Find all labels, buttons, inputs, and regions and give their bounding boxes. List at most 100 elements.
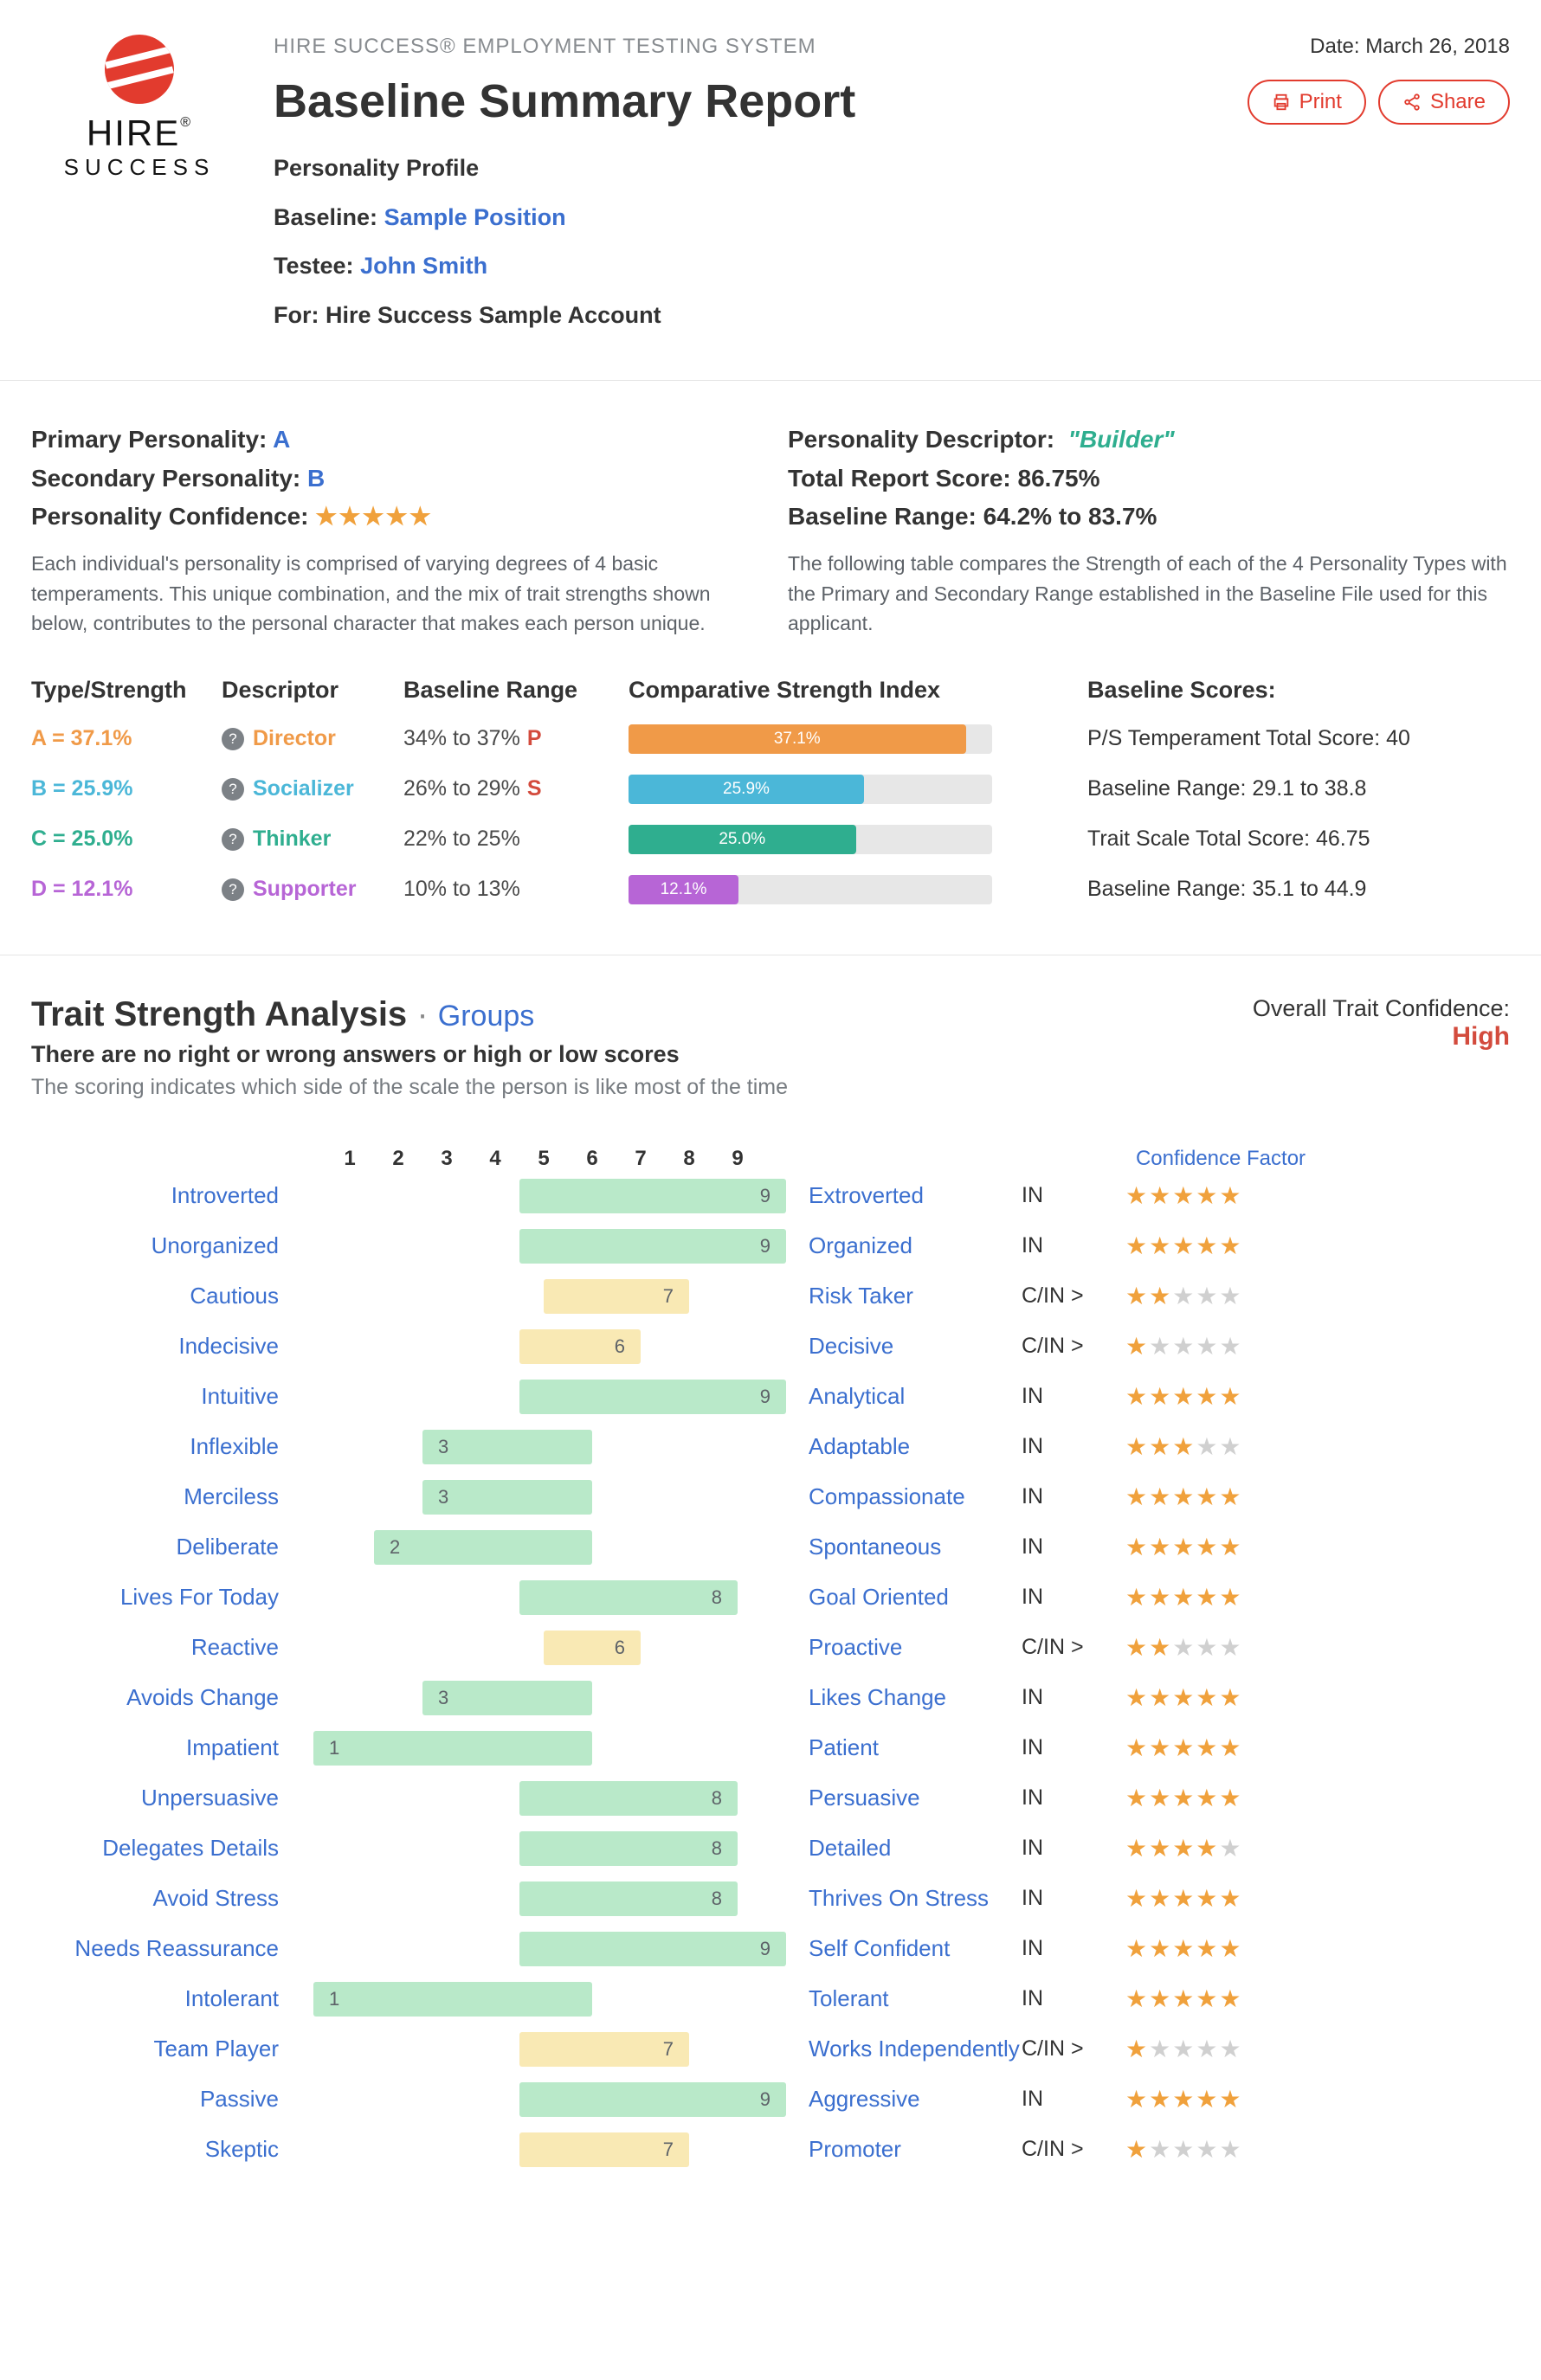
trait-row: Indecisive6DecisiveC/IN >★★★★★ xyxy=(31,1322,1510,1372)
trait-scale: 9 xyxy=(326,1377,762,1417)
trait-right: Likes Change xyxy=(796,1684,1022,1711)
descriptor-value: "Builder" xyxy=(1068,426,1175,453)
conf-label: Overall Trait Confidence: xyxy=(1253,995,1510,1022)
type-descriptor: ? Socializer xyxy=(222,766,395,812)
baseline-score: Trait Scale Total Score: 46.75 xyxy=(1087,816,1510,862)
trait-row: Deliberate2SpontaneousIN★★★★★ xyxy=(31,1522,1510,1573)
trait-left: Delegates Details xyxy=(31,1835,291,1862)
range-label: Baseline Range: xyxy=(788,503,977,530)
trait-left: Needs Reassurance xyxy=(31,1935,291,1962)
trait-right: Adaptable xyxy=(796,1433,1022,1460)
trait-left: Lives For Today xyxy=(31,1584,291,1611)
trait-status: C/IN > xyxy=(1022,2036,1125,2062)
trait-scale: 3 xyxy=(326,1477,762,1517)
trait-right: Promoter xyxy=(796,2136,1022,2163)
type-strength: C = 25.0% xyxy=(31,816,213,862)
testee-link[interactable]: John Smith xyxy=(360,253,487,279)
trait-status: IN xyxy=(1022,1384,1125,1409)
scale-tick: 2 xyxy=(374,1147,422,1171)
trait-stars: ★★★★★ xyxy=(1125,1282,1316,1310)
range-value: 64.2% to 83.7% xyxy=(983,503,1157,530)
baseline-link[interactable]: Sample Position xyxy=(384,204,566,230)
help-icon[interactable]: ? xyxy=(222,778,244,801)
help-icon[interactable]: ? xyxy=(222,728,244,750)
trait-right: Decisive xyxy=(796,1333,1022,1360)
trait-stars: ★★★★★ xyxy=(1125,1734,1316,1762)
share-label: Share xyxy=(1430,90,1486,114)
type-descriptor: ? Thinker xyxy=(222,816,395,862)
descriptor-label: Personality Descriptor: xyxy=(788,426,1054,453)
trait-status: IN xyxy=(1022,1735,1125,1760)
share-icon xyxy=(1402,93,1422,112)
trait-scale: 2 xyxy=(326,1528,762,1567)
trait-scale: 9 xyxy=(326,1929,762,1969)
trait-row: Intolerant1TolerantIN★★★★★ xyxy=(31,1974,1510,2024)
trait-scale: 9 xyxy=(326,1226,762,1266)
trait-scale: 7 xyxy=(326,2130,762,2170)
baseline-score: Baseline Range: 29.1 to 38.8 xyxy=(1087,766,1510,812)
type-table: Type/Strength Descriptor Baseline Range … xyxy=(31,677,1510,915)
trait-stars: ★★★★★ xyxy=(1125,1232,1316,1260)
trait-right: Analytical xyxy=(796,1383,1022,1410)
type-descriptor: ? Director xyxy=(222,716,395,762)
for-label: For: xyxy=(274,302,319,328)
baseline-score: P/S Temperament Total Score: 40 xyxy=(1087,716,1510,762)
trait-right: Spontaneous xyxy=(796,1534,1022,1560)
scale-tick: 1 xyxy=(326,1147,374,1171)
share-button[interactable]: Share xyxy=(1378,80,1510,125)
trait-right: Extroverted xyxy=(796,1182,1022,1209)
baseline-label: Baseline: xyxy=(274,204,377,230)
trait-left: Indecisive xyxy=(31,1333,291,1360)
trait-left: Unorganized xyxy=(31,1232,291,1259)
trait-row: Intuitive9AnalyticalIN★★★★★ xyxy=(31,1372,1510,1422)
help-icon[interactable]: ? xyxy=(222,828,244,851)
trait-scale: 1 xyxy=(326,1728,762,1768)
trait-row: Team Player7Works IndependentlyC/IN >★★★… xyxy=(31,2024,1510,2074)
score-label: Total Report Score: xyxy=(788,465,1011,492)
page-title: Baseline Summary Report xyxy=(274,74,1222,128)
print-button[interactable]: Print xyxy=(1248,80,1366,125)
tsa-title: Trait Strength Analysis · Groups xyxy=(31,995,788,1034)
trait-scale: 7 xyxy=(326,2029,762,2069)
trait-row: Needs Reassurance9Self ConfidentIN★★★★★ xyxy=(31,1924,1510,1974)
type-strength: A = 37.1% xyxy=(31,716,213,762)
th-desc: Descriptor xyxy=(222,677,395,714)
trait-row: Delegates Details8DetailedIN★★★★★ xyxy=(31,1824,1510,1874)
testee-label: Testee: xyxy=(274,253,354,279)
trait-stars: ★★★★★ xyxy=(1125,1382,1316,1411)
trait-status: IN xyxy=(1022,1936,1125,1961)
trait-status: IN xyxy=(1022,1534,1125,1560)
type-range: 22% to 25% xyxy=(403,816,620,862)
trait-right: Detailed xyxy=(796,1835,1022,1862)
trait-stars: ★★★★★ xyxy=(1125,1683,1316,1712)
trait-left: Avoid Stress xyxy=(31,1885,291,1912)
trait-scale: 6 xyxy=(326,1628,762,1668)
trait-row: Impatient1PatientIN★★★★★ xyxy=(31,1723,1510,1773)
trait-right: Persuasive xyxy=(796,1785,1022,1811)
logo-subtext: SUCCESS xyxy=(31,154,248,181)
print-label: Print xyxy=(1299,90,1342,114)
trait-scale: 9 xyxy=(326,1176,762,1216)
trait-right: Risk Taker xyxy=(796,1283,1022,1309)
trait-row: Avoids Change3Likes ChangeIN★★★★★ xyxy=(31,1673,1510,1723)
trait-scale: 8 xyxy=(326,1578,762,1618)
trait-right: Goal Oriented xyxy=(796,1584,1022,1611)
trait-right: Proactive xyxy=(796,1634,1022,1661)
groups-link[interactable]: Groups xyxy=(438,1000,535,1032)
th-csi: Comparative Strength Index xyxy=(629,677,1079,714)
subtitle: Personality Profile xyxy=(274,144,1222,193)
trait-stars: ★★★★★ xyxy=(1125,1583,1316,1611)
help-icon[interactable]: ? xyxy=(222,878,244,901)
trait-status: IN xyxy=(1022,1434,1125,1459)
trait-left: Unpersuasive xyxy=(31,1785,291,1811)
trait-row: Lives For Today8Goal OrientedIN★★★★★ xyxy=(31,1573,1510,1623)
trait-stars: ★★★★★ xyxy=(1125,1984,1316,2013)
trait-scale: 3 xyxy=(326,1427,762,1467)
csi-bar: 12.1% xyxy=(629,865,1079,915)
left-desc: Each individual's personality is compris… xyxy=(31,549,753,639)
trait-stars: ★★★★★ xyxy=(1125,2085,1316,2113)
trait-left: Introverted xyxy=(31,1182,291,1209)
secondary-value: B xyxy=(307,465,325,492)
trait-left: Intolerant xyxy=(31,1985,291,2012)
trait-left: Deliberate xyxy=(31,1534,291,1560)
